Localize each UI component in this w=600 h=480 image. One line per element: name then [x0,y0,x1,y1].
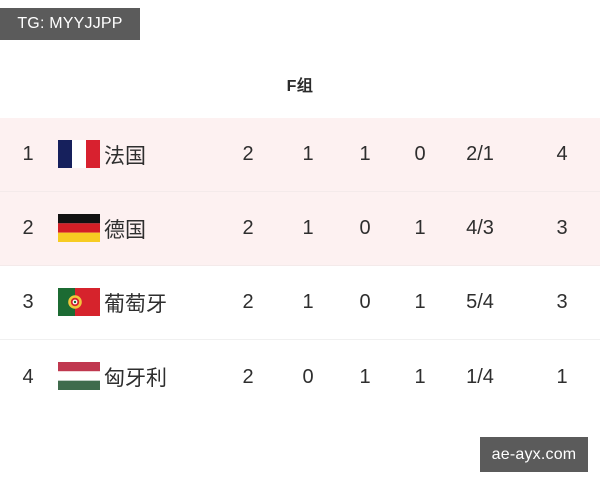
draw-cell: 0 [359,291,371,313]
points-cell: 3 [556,291,568,313]
table-row[interactable]: 3 葡萄牙 2 1 0 1 5/4 3 [0,266,600,340]
win-cell: 1 [302,291,314,313]
page-title: F组 [286,78,314,95]
played-cell: 2 [242,291,254,313]
loss-cell: 0 [414,143,426,165]
goals-cell: 1/4 [466,365,494,388]
watermark-bottom: ae-ayx.com [480,437,588,472]
team-name-cell: 匈牙利 [104,367,167,390]
draw-cell: 1 [359,143,371,165]
draw-cell: 0 [359,217,371,239]
flag-portugal-icon [58,287,100,318]
played-cell: 2 [242,217,254,239]
played-cell: 2 [242,365,254,388]
standings-table: 1 法国 2 1 1 0 2/1 4 2 [0,118,600,414]
table-row[interactable]: 4 匈牙利 2 0 1 1 1/4 1 [0,340,600,414]
draw-cell: 1 [359,365,371,388]
table-row[interactable]: 2 德国 2 1 0 1 4/3 3 [0,192,600,266]
flag-hungary-icon [58,362,100,392]
points-cell: 3 [556,217,568,239]
flag-germany-icon [58,213,100,244]
rank-cell: 2 [22,217,34,239]
rank-cell: 4 [22,365,34,388]
watermark-top: TG: MYYJJPP [0,8,140,40]
win-cell: 1 [302,217,314,239]
played-cell: 2 [242,143,254,165]
goals-cell: 4/3 [466,217,494,239]
rank-cell: 3 [22,291,34,313]
team-name-cell: 葡萄牙 [104,292,167,316]
points-cell: 4 [556,143,568,165]
rank-cell: 1 [22,143,34,165]
flag-france-icon [58,139,100,170]
loss-cell: 1 [414,365,426,388]
table-row[interactable]: 1 法国 2 1 1 0 2/1 4 [0,118,600,192]
goals-cell: 2/1 [466,143,494,165]
points-cell: 1 [556,365,568,388]
loss-cell: 1 [414,291,426,313]
team-name-cell: 法国 [104,144,146,168]
goals-cell: 5/4 [466,291,494,313]
team-name-cell: 德国 [104,218,146,242]
loss-cell: 1 [414,217,426,239]
win-cell: 0 [302,365,314,388]
win-cell: 1 [302,143,314,165]
